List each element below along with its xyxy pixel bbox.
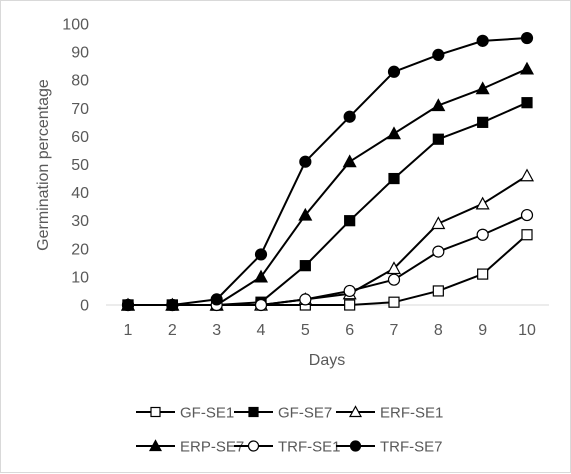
- x-tick-label: 5: [301, 322, 310, 339]
- legend-item: TRF-SE1: [234, 439, 341, 456]
- data-point: [342, 154, 357, 168]
- data-point: [432, 133, 444, 145]
- legend-item: TRF-SE7: [336, 439, 443, 456]
- data-point: [476, 34, 489, 47]
- data-point: [299, 293, 312, 306]
- data-point: [519, 61, 535, 75]
- data-point: [344, 215, 356, 227]
- legend-marker: [148, 439, 163, 452]
- legend-marker: [248, 406, 259, 418]
- data-point: [520, 31, 534, 45]
- data-point: [431, 98, 446, 112]
- legend-item: ERF-SE1: [336, 405, 443, 422]
- y-tick-label: 10: [71, 269, 89, 286]
- series-line: [128, 214, 528, 306]
- y-tick-label: 80: [71, 73, 89, 90]
- data-point: [299, 260, 311, 272]
- legend-label: TRF-SE7: [380, 439, 443, 456]
- data-point: [253, 269, 269, 283]
- series-erp-se7: [120, 61, 535, 311]
- data-point: [519, 168, 535, 182]
- y-tick-label: 60: [71, 129, 89, 146]
- data-point: [254, 248, 268, 261]
- data-point: [298, 207, 313, 221]
- x-axis-title: Days: [309, 352, 345, 369]
- data-point: [166, 298, 179, 312]
- data-point: [386, 126, 402, 140]
- y-tick-label: 70: [71, 101, 89, 118]
- legend-marker: [247, 440, 260, 452]
- y-tick-label: 30: [71, 213, 89, 230]
- data-point: [121, 298, 135, 312]
- x-tick-label: 3: [212, 322, 221, 339]
- legend-label: GF-SE7: [278, 405, 332, 422]
- data-point: [432, 48, 445, 62]
- data-point: [387, 273, 401, 286]
- x-tick-label: 2: [168, 322, 177, 339]
- data-point: [475, 81, 490, 95]
- data-point: [344, 299, 356, 311]
- data-point: [521, 229, 533, 241]
- legend-marker: [349, 440, 362, 452]
- legend-label: TRF-SE1: [278, 439, 341, 456]
- x-tick-label: 9: [478, 322, 487, 339]
- data-point: [388, 172, 400, 185]
- legend-label: ERP-SE7: [180, 439, 244, 456]
- data-point: [299, 155, 312, 168]
- x-tick-label: 8: [434, 322, 443, 339]
- data-point: [254, 298, 268, 312]
- y-tick-label: 20: [71, 241, 89, 258]
- data-point: [343, 284, 356, 298]
- x-tick-label: 10: [518, 322, 536, 339]
- data-point: [387, 65, 401, 78]
- legend-label: GF-SE1: [180, 405, 234, 422]
- series-trf-se1: [121, 208, 534, 312]
- x-tick-label: 7: [390, 322, 399, 339]
- legend-item: ERP-SE7: [136, 439, 244, 456]
- data-point: [388, 296, 400, 308]
- x-tick-label: 1: [124, 322, 133, 339]
- y-tick-label: 50: [71, 157, 89, 174]
- data-point: [477, 268, 489, 280]
- legend-label: ERF-SE1: [380, 405, 443, 422]
- y-tick-label: 100: [62, 17, 89, 34]
- y-tick-label: 40: [71, 185, 89, 202]
- x-tick-label: 4: [257, 322, 266, 339]
- data-point: [476, 228, 489, 241]
- data-point: [477, 116, 489, 128]
- legend-item: GF-SE1: [136, 405, 234, 422]
- data-point: [521, 97, 533, 109]
- y-axis-title: Germination percentage: [35, 79, 52, 251]
- series-line: [128, 101, 528, 306]
- data-point: [343, 110, 356, 123]
- legend-marker: [348, 405, 363, 418]
- data-point: [475, 196, 490, 210]
- series-line: [128, 68, 528, 306]
- series-trf-se7: [121, 31, 534, 312]
- legend-item: GF-SE7: [234, 405, 332, 422]
- y-tick-label: 0: [80, 298, 89, 315]
- data-point: [432, 285, 444, 297]
- legend-marker: [150, 406, 161, 418]
- data-point: [432, 245, 445, 258]
- x-tick-label: 6: [345, 322, 354, 339]
- y-tick-label: 90: [71, 45, 89, 62]
- data-point: [386, 261, 402, 275]
- series-line: [128, 37, 528, 306]
- data-point: [210, 293, 223, 306]
- data-point: [520, 208, 534, 222]
- data-point: [431, 216, 446, 230]
